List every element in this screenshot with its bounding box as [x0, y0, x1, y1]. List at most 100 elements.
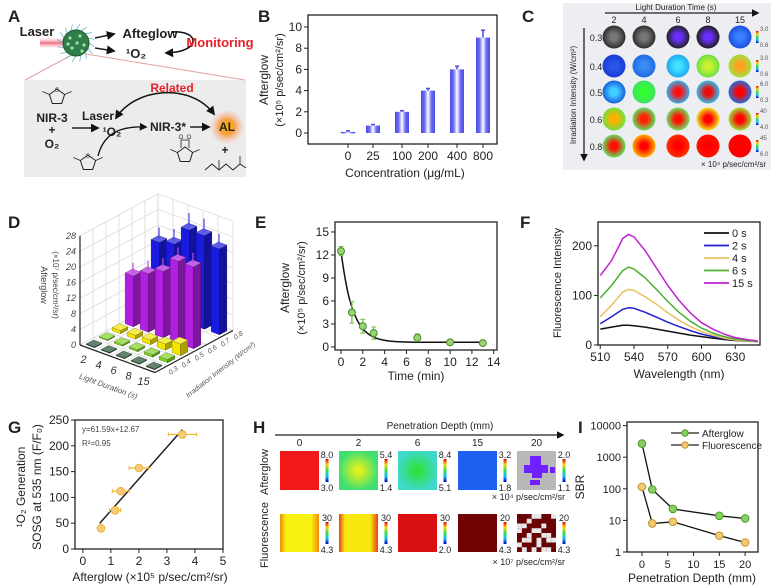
bar: [421, 90, 435, 133]
panel-label: B: [258, 7, 270, 26]
bar-top-face: [145, 361, 163, 370]
grid-line: [157, 209, 234, 238]
noise-pixel: [551, 537, 556, 543]
y-tick-label: 15: [316, 225, 330, 239]
x-axis: [79, 344, 156, 374]
chart-i: 0 5 10 15 20 1 10 100 1000 10000 AfterglowFluoresc…: [573, 421, 762, 585]
bar-side-face: [193, 262, 202, 350]
afterglow-image-cell: [696, 134, 720, 158]
depth-tick-label: 0.5: [194, 351, 206, 362]
bar-top-face: [100, 345, 118, 353]
signal-pixel: [530, 480, 540, 485]
x-tick-label: 10: [443, 355, 457, 369]
arrow: [94, 31, 116, 40]
noise-pixel: [531, 528, 537, 533]
y-axis-label-2: SOSG at 535 nm (F/F₀): [30, 424, 44, 550]
x-tick-label: 6: [403, 355, 410, 369]
afterglow-image-cell: [696, 54, 720, 78]
y-tick-label: 0: [62, 542, 69, 556]
bar-top-face: [115, 350, 133, 359]
image-cell: [339, 451, 378, 490]
y-axis-label: Irradiation Intensity (W/cm²): [569, 46, 578, 145]
data-point: [110, 506, 120, 515]
methyl-bond: [95, 157, 103, 161]
colorbar: [503, 459, 507, 482]
plot-frame: [597, 221, 761, 346]
depth-tick-label: 0.3: [168, 365, 180, 376]
colorbar: [325, 522, 329, 544]
polymer-chain: [65, 54, 72, 60]
column-label: 2: [356, 438, 362, 449]
legend-label: 2 s: [732, 241, 747, 253]
x-tick-label: 10: [687, 559, 699, 571]
data-point: [715, 531, 724, 540]
colorbar-min: 4.0: [760, 125, 769, 131]
data-point: [116, 486, 125, 496]
depth-axis-title: Penetration Depth (mm): [387, 421, 494, 432]
afterglow-image-cell: [602, 134, 626, 158]
plot-frame: [334, 221, 498, 351]
plot-frame: [626, 421, 759, 553]
colorbar-min: 1.1: [558, 483, 571, 493]
x-tick-label: 510: [590, 350, 610, 364]
sulfur-atom: S: [86, 154, 90, 160]
x-tick-label: 2: [136, 554, 143, 568]
singlet-oxygen-label-2: ¹O₂: [103, 125, 122, 139]
plus-sign: +: [48, 123, 55, 137]
x-axis-label: Penetration Depth (mm): [628, 571, 756, 585]
noise-pixel: [546, 533, 552, 538]
spectrum-line: [599, 288, 758, 343]
colorbar-max: 30: [440, 513, 450, 523]
noise-pixel: [536, 537, 542, 543]
colorbar-min: 0.6: [760, 72, 769, 78]
x-tick-label: 25: [366, 149, 380, 163]
column-label: 4: [641, 15, 646, 25]
image-cell: [398, 451, 437, 490]
x-tick-label: 630: [725, 350, 745, 364]
methyl-bond: [64, 91, 72, 95]
colorbar-min: 5.1: [439, 483, 452, 493]
afterglow-image-cell: [602, 107, 626, 131]
reaction-arrow: [97, 122, 148, 157]
legend-label: 0 s: [732, 228, 747, 240]
chart-c: Light Duration Time (s) Irradiation Inten…: [563, 3, 771, 170]
callout-line: [85, 53, 246, 81]
afterglow-image-cell: [666, 54, 690, 78]
fit-curve: [340, 251, 483, 344]
panel-label: A: [8, 7, 20, 26]
afterglow-image-cell: [632, 107, 656, 131]
panel-label: E: [255, 213, 266, 232]
row-label: 0.4: [590, 62, 603, 72]
colorbar: [384, 522, 388, 544]
plus-sign-2: +: [221, 143, 228, 157]
y-tick-label: 200: [49, 439, 69, 453]
grid-line: [157, 193, 234, 222]
polymer-chain: [59, 32, 65, 39]
z-tick-label: 12: [66, 293, 76, 303]
z-tick-label: 24: [65, 246, 76, 256]
column-label: 2: [611, 15, 616, 25]
polymer-chain: [80, 26, 87, 32]
unit-label: × 10⁴ p/sec/cm²/sr: [492, 492, 565, 502]
y-tick-label: 1000: [597, 452, 621, 464]
y-tick-label: 50: [56, 516, 70, 530]
data-point: [337, 247, 345, 256]
noise-pixel: [536, 542, 542, 548]
data-point: [740, 538, 750, 547]
colorbar: [562, 459, 566, 482]
polymer-chain: [70, 24, 73, 32]
y-axis-label: ¹O₂ Generation: [14, 447, 28, 528]
monitoring-label: Monitoring: [186, 35, 253, 50]
methyl-bond: [192, 149, 200, 153]
y-axis-unit: (×10⁵ p/sec/cm²/sr): [274, 33, 286, 127]
column-label: 8: [705, 15, 710, 25]
afterglow-image-cell: [728, 80, 752, 104]
colorbar-max: 8.0: [321, 450, 334, 460]
afterglow-image-cell: [728, 25, 752, 49]
bar-front-face: [184, 263, 194, 350]
y-tick-label: 10000: [590, 421, 621, 433]
polymer-chain: [79, 54, 82, 62]
y-tick-label: 10: [609, 515, 621, 527]
noise-pixel: [541, 533, 547, 538]
